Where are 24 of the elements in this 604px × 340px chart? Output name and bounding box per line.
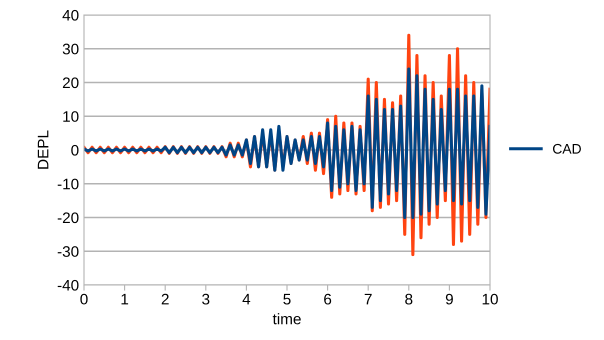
x-tick-label: 9 xyxy=(446,294,453,305)
y-tick-label: 20 xyxy=(62,77,79,88)
legend-label: CAD xyxy=(552,144,581,154)
y-tick-label: 40 xyxy=(62,10,79,21)
y-tick-label: -30 xyxy=(58,246,79,257)
x-tick-label: 3 xyxy=(202,294,210,305)
x-tick-label: 5 xyxy=(283,294,291,305)
y-tick-label: 10 xyxy=(63,111,79,122)
line-series xyxy=(84,67,490,220)
x-axis-title: time xyxy=(272,313,301,324)
x-tick-label: 2 xyxy=(162,294,169,304)
x-tick-label: 1 xyxy=(122,294,128,304)
y-tick-label: -40 xyxy=(58,280,79,291)
y-tick-label: 0 xyxy=(71,144,79,156)
y-axis-title: DEPL xyxy=(38,130,48,169)
y-tick-label: -20 xyxy=(58,212,79,224)
x-tick-label: 6 xyxy=(324,294,332,305)
y-tick-label: -10 xyxy=(58,178,79,190)
x-tick-label: 0 xyxy=(80,294,88,305)
x-tick-label: 8 xyxy=(405,294,412,305)
x-tick-label: 10 xyxy=(482,294,498,305)
y-tick-label: 30 xyxy=(62,44,79,54)
x-tick-label: 7 xyxy=(364,294,372,304)
x-tick-label: 4 xyxy=(242,294,250,304)
